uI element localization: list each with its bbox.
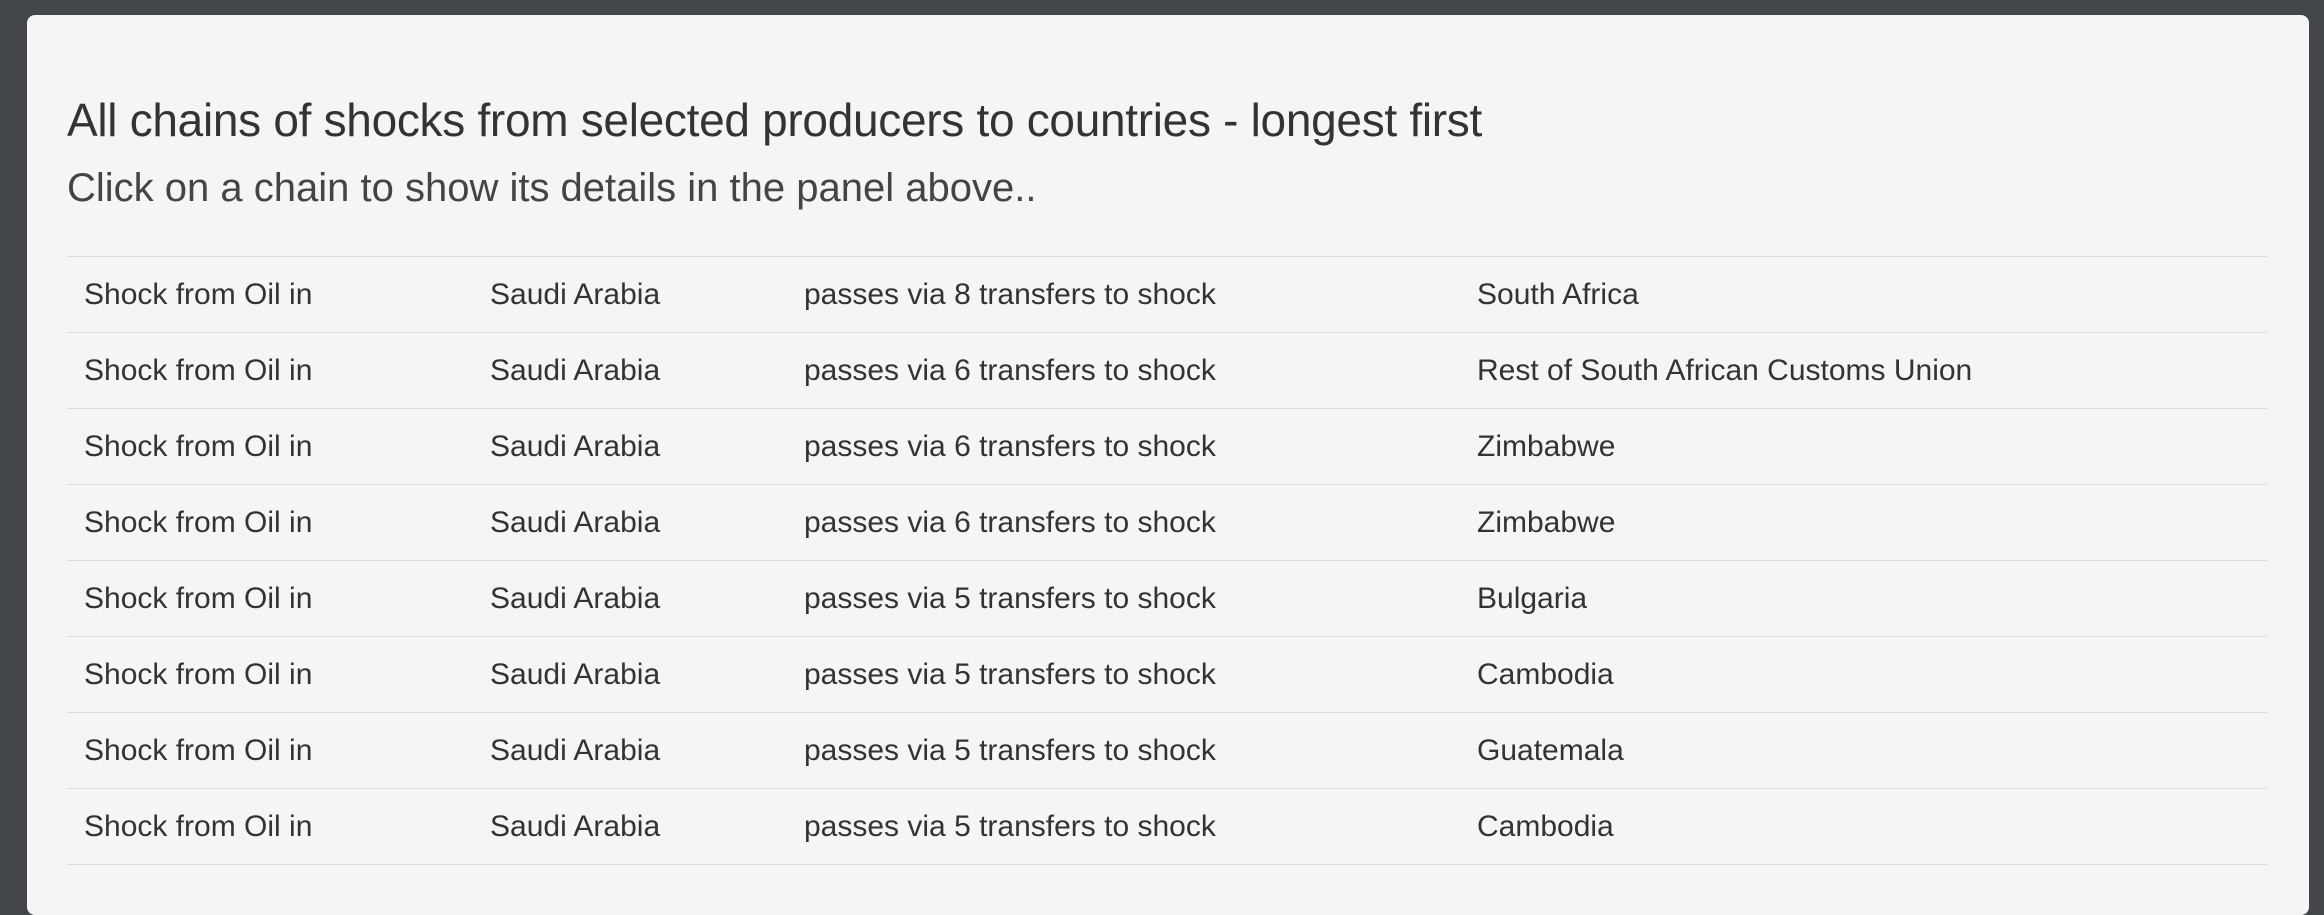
chain-producer: Saudi Arabia xyxy=(490,505,661,539)
chain-source: Shock from Oil in xyxy=(84,505,313,539)
chain-row[interactable]: Shock from Oil in Saudi Arabia passes vi… xyxy=(67,332,2267,409)
chain-source: Shock from Oil in xyxy=(84,581,313,615)
chains-table: Shock from Oil in Saudi Arabia passes vi… xyxy=(67,256,2267,865)
chain-producer: Saudi Arabia xyxy=(490,429,661,463)
chain-country: Cambodia xyxy=(1477,809,1614,843)
chain-row[interactable]: Shock from Oil in Saudi Arabia passes vi… xyxy=(67,484,2267,561)
chain-producer: Saudi Arabia xyxy=(490,657,661,691)
chains-panel: All chains of shocks from selected produ… xyxy=(27,15,2309,915)
chain-country: Guatemala xyxy=(1477,733,1624,767)
chain-row[interactable]: Shock from Oil in Saudi Arabia passes vi… xyxy=(67,408,2267,485)
chain-producer: Saudi Arabia xyxy=(490,733,661,767)
panel-title: All chains of shocks from selected produ… xyxy=(67,94,1482,146)
chain-transfers: passes via 5 transfers to shock xyxy=(804,733,1216,767)
chain-country: Zimbabwe xyxy=(1477,429,1616,463)
chain-source: Shock from Oil in xyxy=(84,277,313,311)
chain-source: Shock from Oil in xyxy=(84,733,313,767)
chain-country: South Africa xyxy=(1477,277,1639,311)
chain-transfers: passes via 5 transfers to shock xyxy=(804,657,1216,691)
chain-country: Zimbabwe xyxy=(1477,505,1616,539)
chain-country: Rest of South African Customs Union xyxy=(1477,353,1973,387)
chain-row[interactable]: Shock from Oil in Saudi Arabia passes vi… xyxy=(67,256,2267,333)
chain-row[interactable]: Shock from Oil in Saudi Arabia passes vi… xyxy=(67,560,2267,637)
chain-source: Shock from Oil in xyxy=(84,353,313,387)
chain-transfers: passes via 8 transfers to shock xyxy=(804,277,1216,311)
chain-source: Shock from Oil in xyxy=(84,429,313,463)
chain-producer: Saudi Arabia xyxy=(490,277,661,311)
chain-producer: Saudi Arabia xyxy=(490,809,661,843)
chain-row[interactable]: Shock from Oil in Saudi Arabia passes vi… xyxy=(67,788,2267,865)
chain-country: Bulgaria xyxy=(1477,581,1588,615)
chain-transfers: passes via 5 transfers to shock xyxy=(804,809,1216,843)
chain-row[interactable]: Shock from Oil in Saudi Arabia passes vi… xyxy=(67,636,2267,713)
chain-country: Cambodia xyxy=(1477,657,1614,691)
chain-producer: Saudi Arabia xyxy=(490,353,661,387)
chain-row[interactable]: Shock from Oil in Saudi Arabia passes vi… xyxy=(67,712,2267,789)
chain-source: Shock from Oil in xyxy=(84,809,313,843)
chain-transfers: passes via 6 transfers to shock xyxy=(804,429,1216,463)
chain-transfers: passes via 5 transfers to shock xyxy=(804,581,1216,615)
chain-transfers: passes via 6 transfers to shock xyxy=(804,353,1216,387)
chain-source: Shock from Oil in xyxy=(84,657,313,691)
panel-subtitle: Click on a chain to show its details in … xyxy=(67,166,1037,211)
chain-transfers: passes via 6 transfers to shock xyxy=(804,505,1216,539)
chain-producer: Saudi Arabia xyxy=(490,581,661,615)
